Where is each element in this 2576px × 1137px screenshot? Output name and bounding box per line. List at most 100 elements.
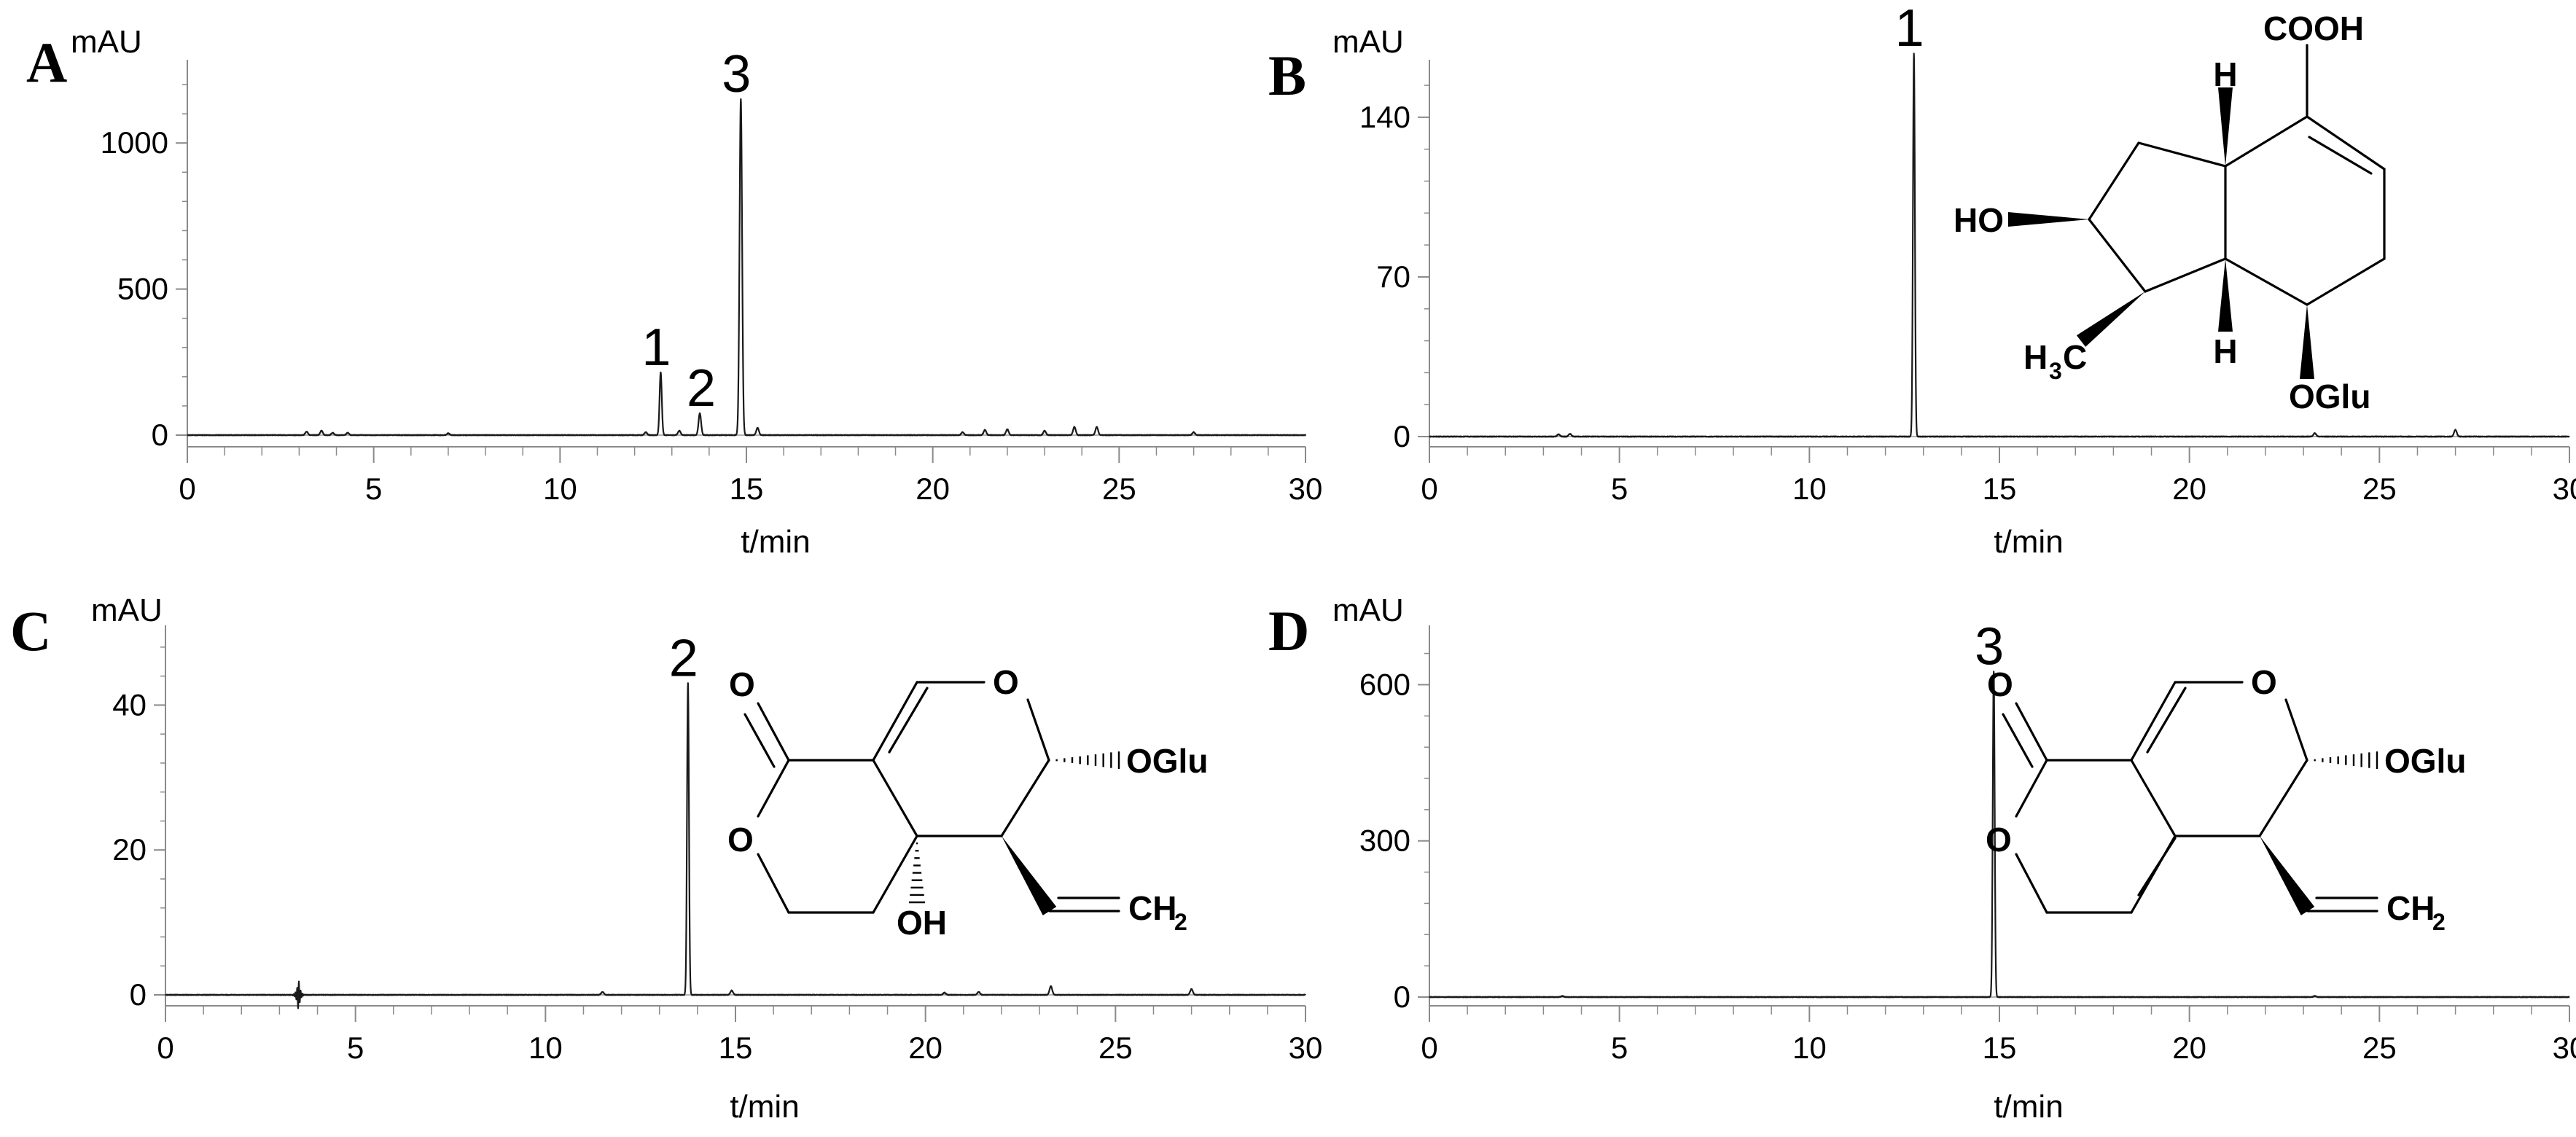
peak-label-1: 1 [1895,0,1924,58]
panel-letter: A [26,31,67,94]
bond-line [757,759,790,818]
peak-label-3: 3 [722,45,751,103]
ch2-ch-label: CH [2386,889,2435,927]
chromatogram-trace [1429,52,2570,438]
x-tick-label: 15 [730,472,764,506]
x-tick-label: 15 [1983,472,2017,506]
y-unit-label: mAU [71,24,142,60]
x-tick-label: 0 [1421,1031,1437,1065]
x-tick-label: 0 [1421,472,1437,506]
y-unit-label: mAU [1332,24,1404,60]
ring-o-label: O [2251,663,2277,701]
bond-line [888,687,929,754]
bond-line [2146,687,2187,754]
wedge-bond [2260,836,2315,915]
carbonyl-o-label: O [729,665,755,703]
x-axis-title: t/min [1994,1089,2063,1125]
y-tick-label: 140 [1359,100,1410,134]
bond-line [2308,136,2373,175]
x-tick-label: 5 [365,472,382,506]
lactone-o-label: O [727,821,754,859]
x-tick-label: 15 [719,1031,753,1065]
bond-line [2015,759,2048,818]
bond-line [757,702,790,762]
ch2-subscript: 2 [1174,909,1187,935]
bond-line [2137,141,2227,168]
x-tick-label: 20 [2172,472,2206,506]
peak-label-1: 1 [641,319,671,377]
wedge-bond [2300,305,2314,379]
bond-line [2002,713,2034,768]
bond-line [743,713,776,768]
x-tick-label: 30 [1289,472,1323,506]
h3c-h-label: H [2023,338,2048,376]
wedge-bond [2076,292,2145,347]
h3c-c-label: C [2063,338,2087,376]
x-tick-label: 0 [157,1031,173,1065]
x-tick-label: 20 [2172,1031,2206,1065]
bond-line [2015,853,2048,914]
x-tick-label: 10 [543,472,577,506]
ring-o-label: O [993,663,1019,701]
y-tick-label: 1000 [101,125,168,160]
panel-letter: B [1268,44,1306,107]
x-tick-label: 0 [179,472,195,506]
panel-letter: D [1268,599,1309,663]
y-tick-label: 500 [117,272,168,306]
y-tick-label: 300 [1359,824,1410,858]
chromatogram-trace [1429,671,2570,999]
x-tick-label: 10 [1792,472,1827,506]
x-tick-label: 25 [1098,1031,1133,1065]
x-tick-label: 25 [2362,472,2397,506]
bond-line [2015,702,2048,762]
structure-panel-d: O O O OGlu CH2 [1986,663,2466,935]
y-unit-label: mAU [91,593,163,628]
bond-line [2224,257,2308,306]
x-tick-label: 15 [1983,1031,2017,1065]
y-tick-label: 0 [1394,419,1410,453]
bond-line [2130,681,2177,762]
oh-label: OH [897,904,947,942]
x-tick-label: 5 [1611,472,1628,506]
x-tick-label: 10 [1792,1031,1827,1065]
carbonyl-o-label: O [1987,665,2013,703]
x-tick-label: 20 [908,1031,942,1065]
chromatogram-trace [187,98,1307,437]
x-tick-label: 10 [528,1031,563,1065]
bond-line [2306,115,2386,171]
x-tick-label: 30 [1289,1031,1323,1065]
h3c-subscript: 3 [2049,358,2062,384]
wedge-bond [2008,212,2089,227]
peak-label-2: 2 [687,359,716,418]
peak-label-2: 2 [669,630,698,688]
chromatogram-trace [165,682,1306,1009]
bond-line [2224,115,2308,168]
lactone-o-label: O [1986,821,2012,859]
wedge-bond [1002,836,1057,915]
h-top-label: H [2213,55,2237,93]
bond-line [2306,257,2386,306]
bond-line [1026,698,1050,762]
bond-line [2258,759,2308,837]
wedge-bond [2218,259,2233,332]
bond-line [2137,837,2177,896]
structure-panel-c: O O O OGlu CH2 OH [727,663,1208,942]
y-tick-label: 0 [152,418,168,452]
x-axis-title: t/min [730,1089,799,1125]
bond-line [872,835,918,914]
x-axis-title: t/min [741,524,810,560]
bond-line [872,681,918,762]
bond-line [1000,759,1050,837]
x-tick-label: 25 [2362,1031,2397,1065]
oglu-label: OGlu [1126,742,1208,780]
bond-line [2144,257,2227,293]
x-tick-label: 5 [347,1031,364,1065]
bond-line [757,853,790,914]
y-tick-label: 20 [112,832,147,867]
panel-letter: C [10,599,51,663]
y-tick-label: 0 [130,977,147,1012]
